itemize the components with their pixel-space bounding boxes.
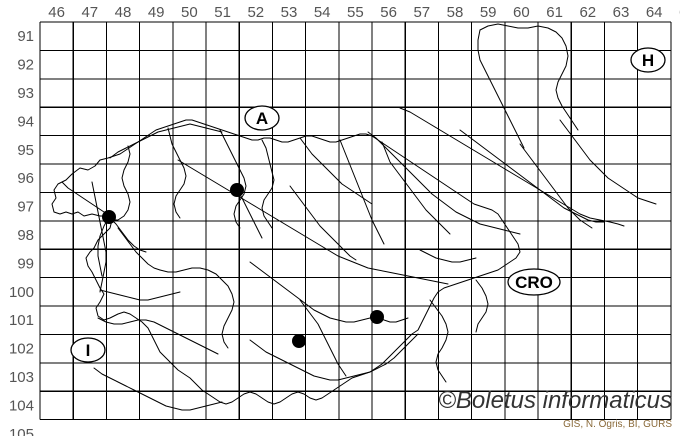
- country-labels-layer: A H CRO I: [70, 47, 666, 363]
- region-boundary-e2: [519, 143, 593, 229]
- x-axis-tick-label: 58: [447, 4, 464, 21]
- river-branch-3: [236, 189, 263, 239]
- x-axis-tick-label: 56: [380, 4, 397, 21]
- occurrence-dot[interactable]: [292, 334, 306, 348]
- occurrence-dot[interactable]: [102, 210, 116, 224]
- y-axis-tick-label: 100: [9, 284, 34, 301]
- river-mura: [399, 107, 625, 227]
- x-axis-tick-label: 59: [480, 4, 497, 21]
- x-axis-tick-label: 52: [247, 4, 264, 21]
- country-code-text: H: [642, 51, 654, 70]
- utm-grid-layer: [39, 21, 672, 421]
- region-boundary-central-n: [219, 129, 247, 229]
- river-branch-6: [559, 119, 657, 205]
- x-axis-tick-label: 60: [513, 4, 530, 21]
- river-soca: [91, 181, 107, 293]
- y-axis-tick-label: 95: [17, 142, 34, 159]
- y-axis-tick-label: 97: [17, 199, 34, 216]
- region-boundary-e1: [459, 129, 605, 223]
- region-boundary-prekmurje: [479, 23, 579, 131]
- y-axis-tick-label: 102: [9, 341, 34, 358]
- country-code-text: A: [256, 109, 268, 128]
- x-axis-tick-label: 49: [148, 4, 165, 21]
- map-geometry-layer: [51, 23, 657, 411]
- x-axis-tick-label: 46: [48, 4, 65, 21]
- y-axis-tick-label: 98: [17, 227, 34, 244]
- country-label-h: H: [630, 47, 666, 73]
- y-axis-tick-label: 92: [17, 57, 34, 74]
- region-boundary-nw: [109, 123, 223, 159]
- x-axis-tick-label: 54: [314, 4, 331, 21]
- region-boundary-ne1: [299, 137, 373, 205]
- river-savinja: [289, 185, 357, 261]
- river-krka: [249, 261, 379, 323]
- x-axis-tick-label: 64: [646, 4, 663, 21]
- adriatic-coast: [93, 367, 223, 411]
- y-axis-tick-label: 99: [17, 255, 34, 272]
- x-axis-tick-label: 55: [347, 4, 364, 21]
- x-axis-tick-label: 53: [281, 4, 298, 21]
- x-axis-tick-label: 61: [546, 4, 563, 21]
- country-label-a: A: [244, 105, 280, 131]
- river-branch-2: [97, 216, 110, 277]
- river-drava: [367, 131, 521, 235]
- y-axis-tick-label: 105: [9, 426, 34, 436]
- country-label-oval: [507, 268, 561, 296]
- border-italy-north: [61, 181, 111, 217]
- river-branch-1: [108, 216, 147, 253]
- region-boundary-nw3: [167, 127, 187, 219]
- y-axis-tick-label: 94: [17, 113, 34, 130]
- y-axis-labels: 91 92 93 94 95 96 97 98 99 100 101 102 103 104 105: [9, 28, 34, 436]
- country-label-i: I: [70, 337, 106, 363]
- y-axis-tick-label: 101: [9, 312, 34, 329]
- x-axis-tick-label: 50: [181, 4, 198, 21]
- region-boundary-se: [429, 299, 449, 383]
- y-axis-tick-label: 96: [17, 170, 34, 187]
- region-boundary-se2: [475, 279, 489, 333]
- country-label-oval: [630, 47, 666, 73]
- region-boundary-istria: [97, 317, 219, 355]
- region-boundary-primorska: [117, 227, 161, 271]
- credit-label: GIS, N. Ogris, BI, GURS: [563, 419, 672, 430]
- region-boundary-prekmurje-west: [477, 29, 525, 149]
- river-branch-5: [419, 249, 477, 263]
- x-axis-labels: 4647484950515253545556575859606162636465: [48, 4, 680, 21]
- country-code-text: CRO: [515, 273, 553, 292]
- region-boundary-nw2: [111, 145, 131, 221]
- occurrence-dot[interactable]: [230, 183, 244, 197]
- occurrence-dots-layer: [102, 183, 384, 348]
- region-boundary-ne2: [339, 139, 385, 245]
- y-axis-tick-label: 91: [17, 28, 34, 45]
- occurrence-dot[interactable]: [370, 310, 384, 324]
- x-axis-tick-label: 51: [214, 4, 231, 21]
- river-kolpa: [249, 333, 419, 381]
- x-axis-tick-label: 62: [579, 4, 596, 21]
- country-label-oval: [70, 337, 106, 363]
- x-axis-tick-label: 48: [115, 4, 132, 21]
- x-axis-tick-label: 47: [81, 4, 98, 21]
- x-axis-tick-label: 57: [413, 4, 430, 21]
- slovenia-border: [51, 119, 521, 405]
- country-label-oval: [244, 105, 280, 131]
- watermark-label: ©Boletus informaticus: [438, 387, 672, 414]
- y-axis-tick-label: 104: [9, 397, 34, 414]
- region-boundary-notranjska: [159, 267, 235, 349]
- x-axis-tick-label: 63: [613, 4, 630, 21]
- country-code-text: I: [86, 341, 91, 360]
- country-label-cro: CRO: [507, 268, 561, 296]
- y-axis-tick-label: 93: [17, 85, 34, 102]
- river-sava: [177, 159, 449, 285]
- y-axis-tick-label: 103: [9, 369, 34, 386]
- region-boundary-ne3: [381, 141, 451, 235]
